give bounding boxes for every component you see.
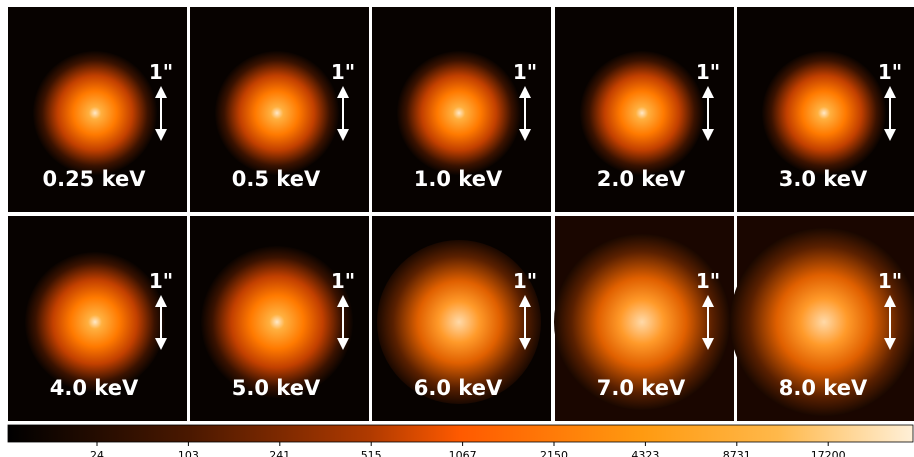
- scale-label: 1": [331, 60, 355, 84]
- colorbar: [7, 424, 914, 443]
- source-image: [397, 51, 521, 175]
- energy-label: 3.0 keV: [779, 167, 868, 191]
- colorbar-tick-label: 1067: [449, 449, 477, 457]
- energy-label: 6.0 keV: [414, 376, 503, 400]
- source-image: [377, 240, 541, 404]
- source-image: [554, 234, 730, 410]
- scale-label: 1": [878, 269, 902, 293]
- energy-label: 4.0 keV: [50, 376, 139, 400]
- source-image: [33, 51, 157, 175]
- scale-label: 1": [331, 269, 355, 293]
- energy-label: 8.0 keV: [779, 376, 868, 400]
- energy-label: 1.0 keV: [414, 167, 503, 191]
- energy-label: 5.0 keV: [232, 376, 321, 400]
- scale-label: 1": [513, 269, 537, 293]
- scale-label: 1": [878, 60, 902, 84]
- source-image: [730, 228, 914, 416]
- source-image: [201, 246, 353, 398]
- scale-label: 1": [696, 60, 720, 84]
- colorbar-tick-label: 515: [361, 449, 382, 457]
- colorbar-tick-label: 103: [178, 449, 199, 457]
- colorbar-tick-label: 8731: [723, 449, 751, 457]
- energy-label: 0.5 keV: [232, 167, 321, 191]
- colorbar-tick-label: 17200: [811, 449, 846, 457]
- colorbar-tick-label: 241: [269, 449, 290, 457]
- source-image: [762, 51, 886, 175]
- colorbar-tick-label: 4323: [631, 449, 659, 457]
- energy-label: 0.25 keV: [42, 167, 146, 191]
- colorbar-tick-label: 2150: [540, 449, 568, 457]
- source-image: [580, 51, 704, 175]
- energy-label: 7.0 keV: [597, 376, 686, 400]
- scale-label: 1": [149, 60, 173, 84]
- source-image: [215, 51, 339, 175]
- source-image: [25, 252, 165, 392]
- scale-label: 1": [149, 269, 173, 293]
- colorbar-tick-label: 24: [90, 449, 104, 457]
- scale-label: 1": [696, 269, 720, 293]
- energy-label: 2.0 keV: [597, 167, 686, 191]
- scale-label: 1": [513, 60, 537, 84]
